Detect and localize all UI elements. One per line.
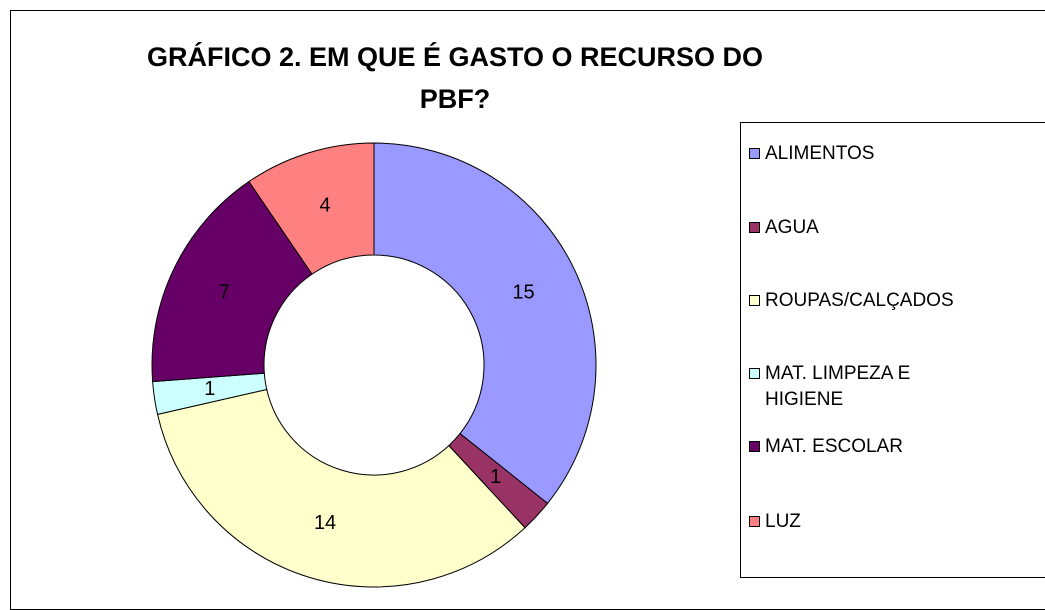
legend-swatch bbox=[749, 222, 760, 233]
legend-label: MAT. LIMPEZA E HIGIENE bbox=[765, 363, 911, 410]
legend-entry: MAT. LIMPEZA E HIGIENE bbox=[749, 361, 1035, 413]
legend-entry: ALIMENTOS bbox=[749, 141, 1035, 167]
legend-swatch bbox=[749, 516, 760, 527]
legend-label: LUZ bbox=[765, 511, 801, 532]
legend-swatch bbox=[749, 368, 760, 379]
data-label: 7 bbox=[219, 281, 230, 303]
data-label: 4 bbox=[320, 195, 331, 217]
legend-entry: AGUA bbox=[749, 215, 1035, 241]
data-label: 1 bbox=[204, 378, 215, 400]
data-label: 1 bbox=[490, 466, 501, 488]
legend-swatch bbox=[749, 295, 760, 306]
legend-entry: MAT. ESCOLAR bbox=[749, 434, 1035, 460]
legend-swatch bbox=[749, 148, 760, 159]
donut-slice bbox=[373, 142, 597, 505]
legend-label: MAT. ESCOLAR bbox=[765, 436, 903, 457]
donut-slice bbox=[156, 388, 526, 588]
legend-swatch bbox=[749, 441, 760, 452]
chart-title: GRÁFICO 2. EM QUE É GASTO O RECURSO DO P… bbox=[146, 42, 764, 114]
legend-entry: ROUPAS/CALÇADOS bbox=[749, 288, 1035, 314]
donut-slice bbox=[248, 142, 375, 275]
legend-entry: LUZ bbox=[749, 509, 1035, 535]
legend-label: ALIMENTOS bbox=[765, 143, 875, 164]
data-label: 14 bbox=[314, 512, 336, 534]
legend: ALIMENTOS AGUA ROUPAS/CALÇADOS MAT. LIMPEZA… bbox=[740, 122, 1045, 578]
legend-label: ROUPAS/CALÇADOS bbox=[765, 290, 954, 311]
donut-slice bbox=[151, 180, 313, 383]
legend-label: AGUA bbox=[765, 217, 819, 238]
data-label: 15 bbox=[512, 281, 534, 303]
